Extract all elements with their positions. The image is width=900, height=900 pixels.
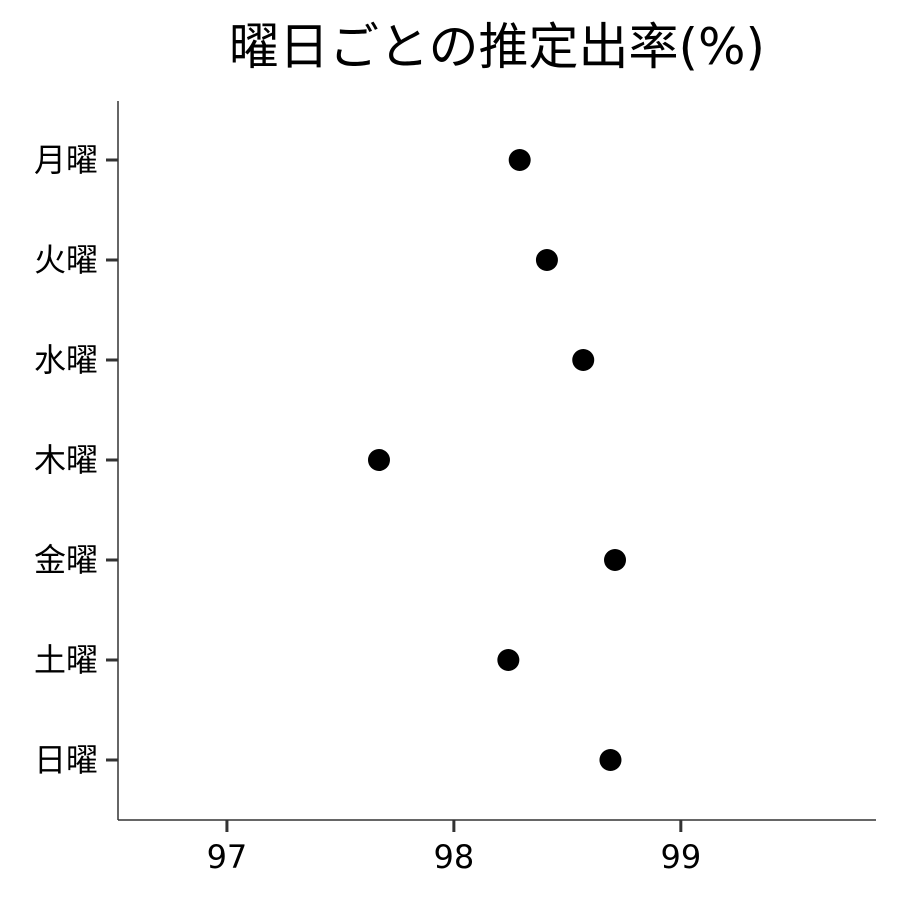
data-points [367, 149, 627, 771]
data-point [604, 549, 627, 571]
y-tick-label: 月曜 [34, 141, 98, 179]
data-point [572, 349, 595, 371]
y-tick-label: 土曜 [34, 641, 98, 679]
y-tick-label: 日曜 [34, 741, 98, 779]
data-point [497, 649, 520, 671]
data-point [367, 449, 390, 471]
x-tick-label: 99 [660, 838, 701, 876]
x-tick-label: 98 [434, 838, 475, 876]
x-axis: 97 98 99 [207, 820, 701, 876]
x-tick-label: 97 [207, 838, 248, 876]
y-tick-label: 火曜 [34, 241, 98, 279]
y-tick-label: 金曜 [34, 541, 98, 579]
data-point [508, 149, 531, 171]
data-point [535, 249, 558, 271]
y-tick-label: 木曜 [34, 441, 98, 479]
data-point [599, 749, 622, 771]
chart-title: 曜日ごとの推定出率(%) [229, 18, 765, 76]
y-tick-label: 水曜 [34, 341, 98, 379]
